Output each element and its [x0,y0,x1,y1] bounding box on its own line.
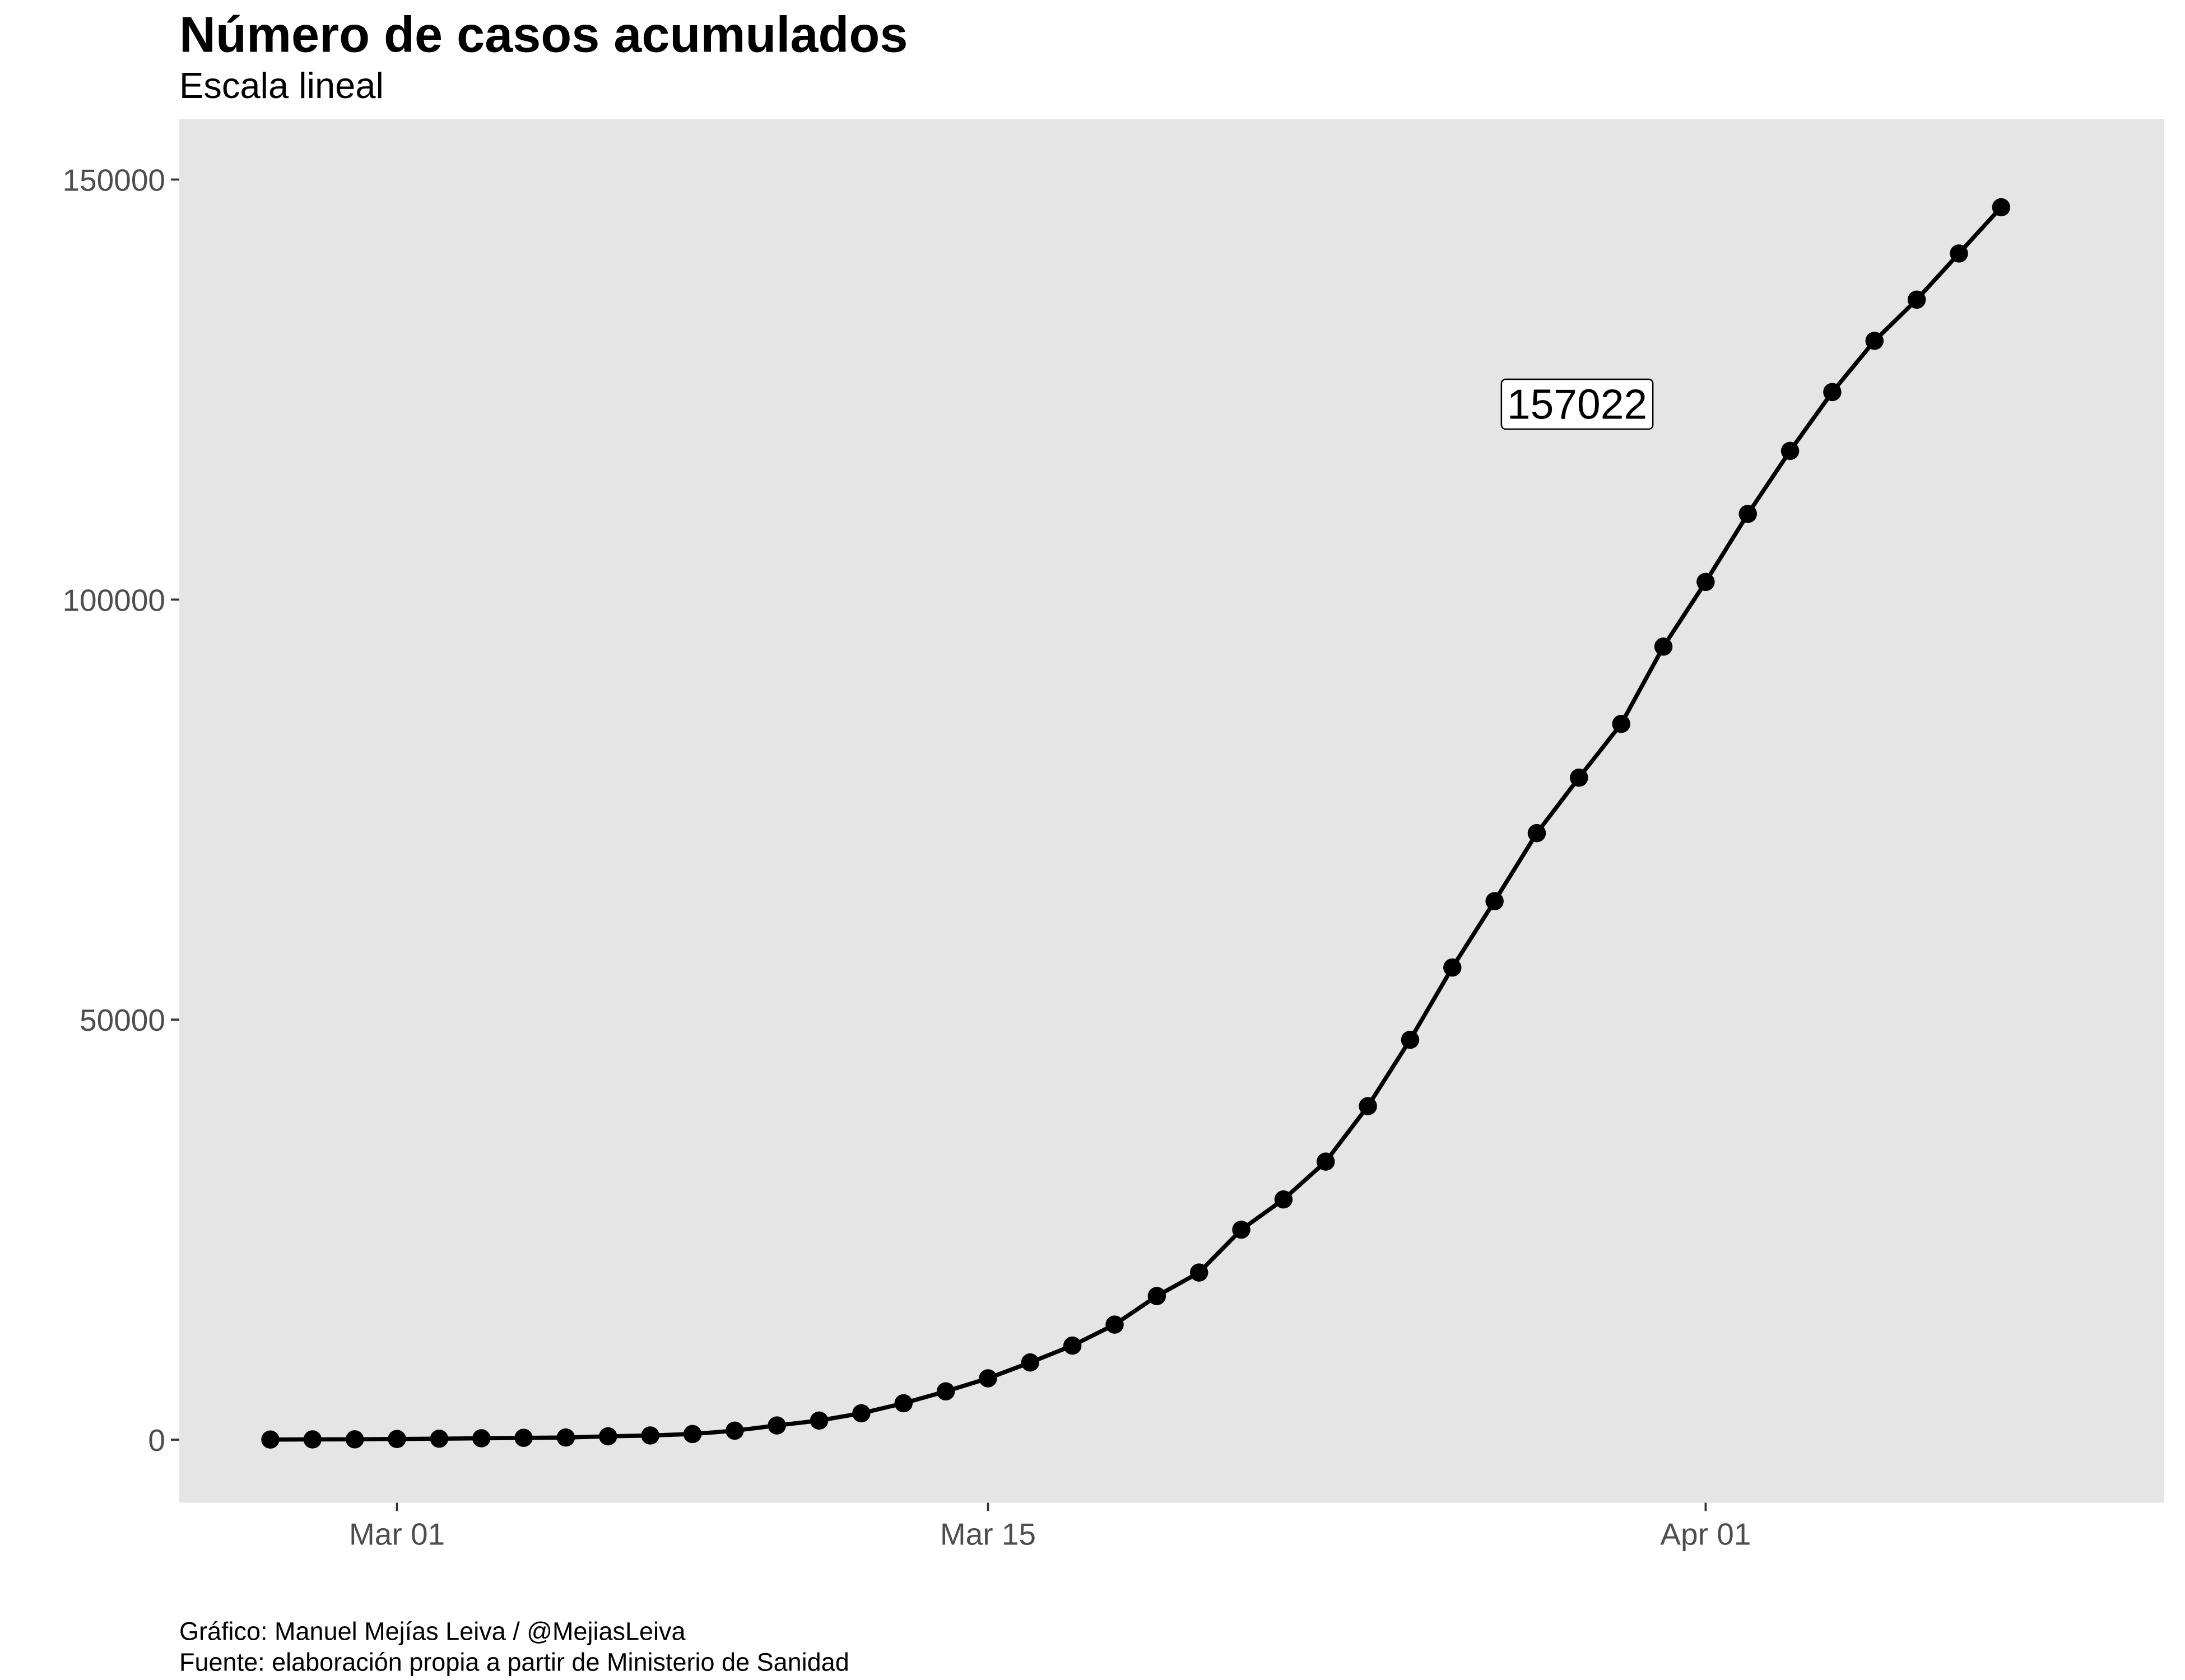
point [1992,198,2011,217]
point [1189,1263,1208,1282]
point [599,1427,617,1446]
point [1317,1152,1335,1171]
x-tick-label: Apr 01 [1660,1517,1751,1552]
point [894,1394,913,1413]
point [1865,332,1884,350]
caption: Gráfico: Manuel Mejías Leiva / @MejiasLe… [179,1617,686,1646]
y-tick-label: 50000 [80,1003,165,1037]
point [303,1430,322,1449]
y-tick-label: 150000 [62,162,165,197]
point [514,1428,533,1447]
point [388,1430,406,1449]
point [1612,715,1630,733]
point [683,1425,702,1444]
point [768,1416,786,1435]
point [1738,505,1757,523]
point [1950,244,1968,263]
point [1105,1315,1124,1334]
point [852,1404,871,1423]
point [1232,1220,1250,1239]
x-tick-label: Mar 01 [349,1517,445,1552]
point [261,1430,280,1449]
annotation-box [1500,378,1654,430]
point [810,1411,829,1430]
point [1021,1353,1040,1372]
point [1401,1030,1420,1049]
point [1654,637,1673,656]
y-tick-label: 100000 [62,583,165,617]
panel [179,119,2164,1503]
point [1063,1336,1082,1355]
y-tick-label: 0 [148,1423,165,1458]
point [1443,958,1462,977]
point [1147,1287,1166,1305]
point [979,1369,997,1388]
x-tick-label: Mar 15 [940,1517,1036,1552]
point [472,1429,491,1448]
point [1823,383,1842,402]
point [556,1428,575,1447]
point [1485,892,1504,910]
chart-title: Número de casos acumulados [179,7,908,63]
point [726,1421,744,1440]
point [430,1429,449,1448]
point [1359,1097,1377,1115]
chart-subtitle: Escala lineal [179,65,384,106]
point [345,1430,364,1449]
point [1274,1190,1293,1209]
point [641,1426,659,1445]
point [936,1382,955,1400]
point [1907,290,1926,309]
point [1527,823,1546,843]
point [1780,441,1800,460]
caption: Fuente: elaboración propia a partir de M… [179,1648,849,1677]
annotation: 157022 [1507,381,1647,428]
point [1696,573,1715,592]
point [1570,769,1588,787]
